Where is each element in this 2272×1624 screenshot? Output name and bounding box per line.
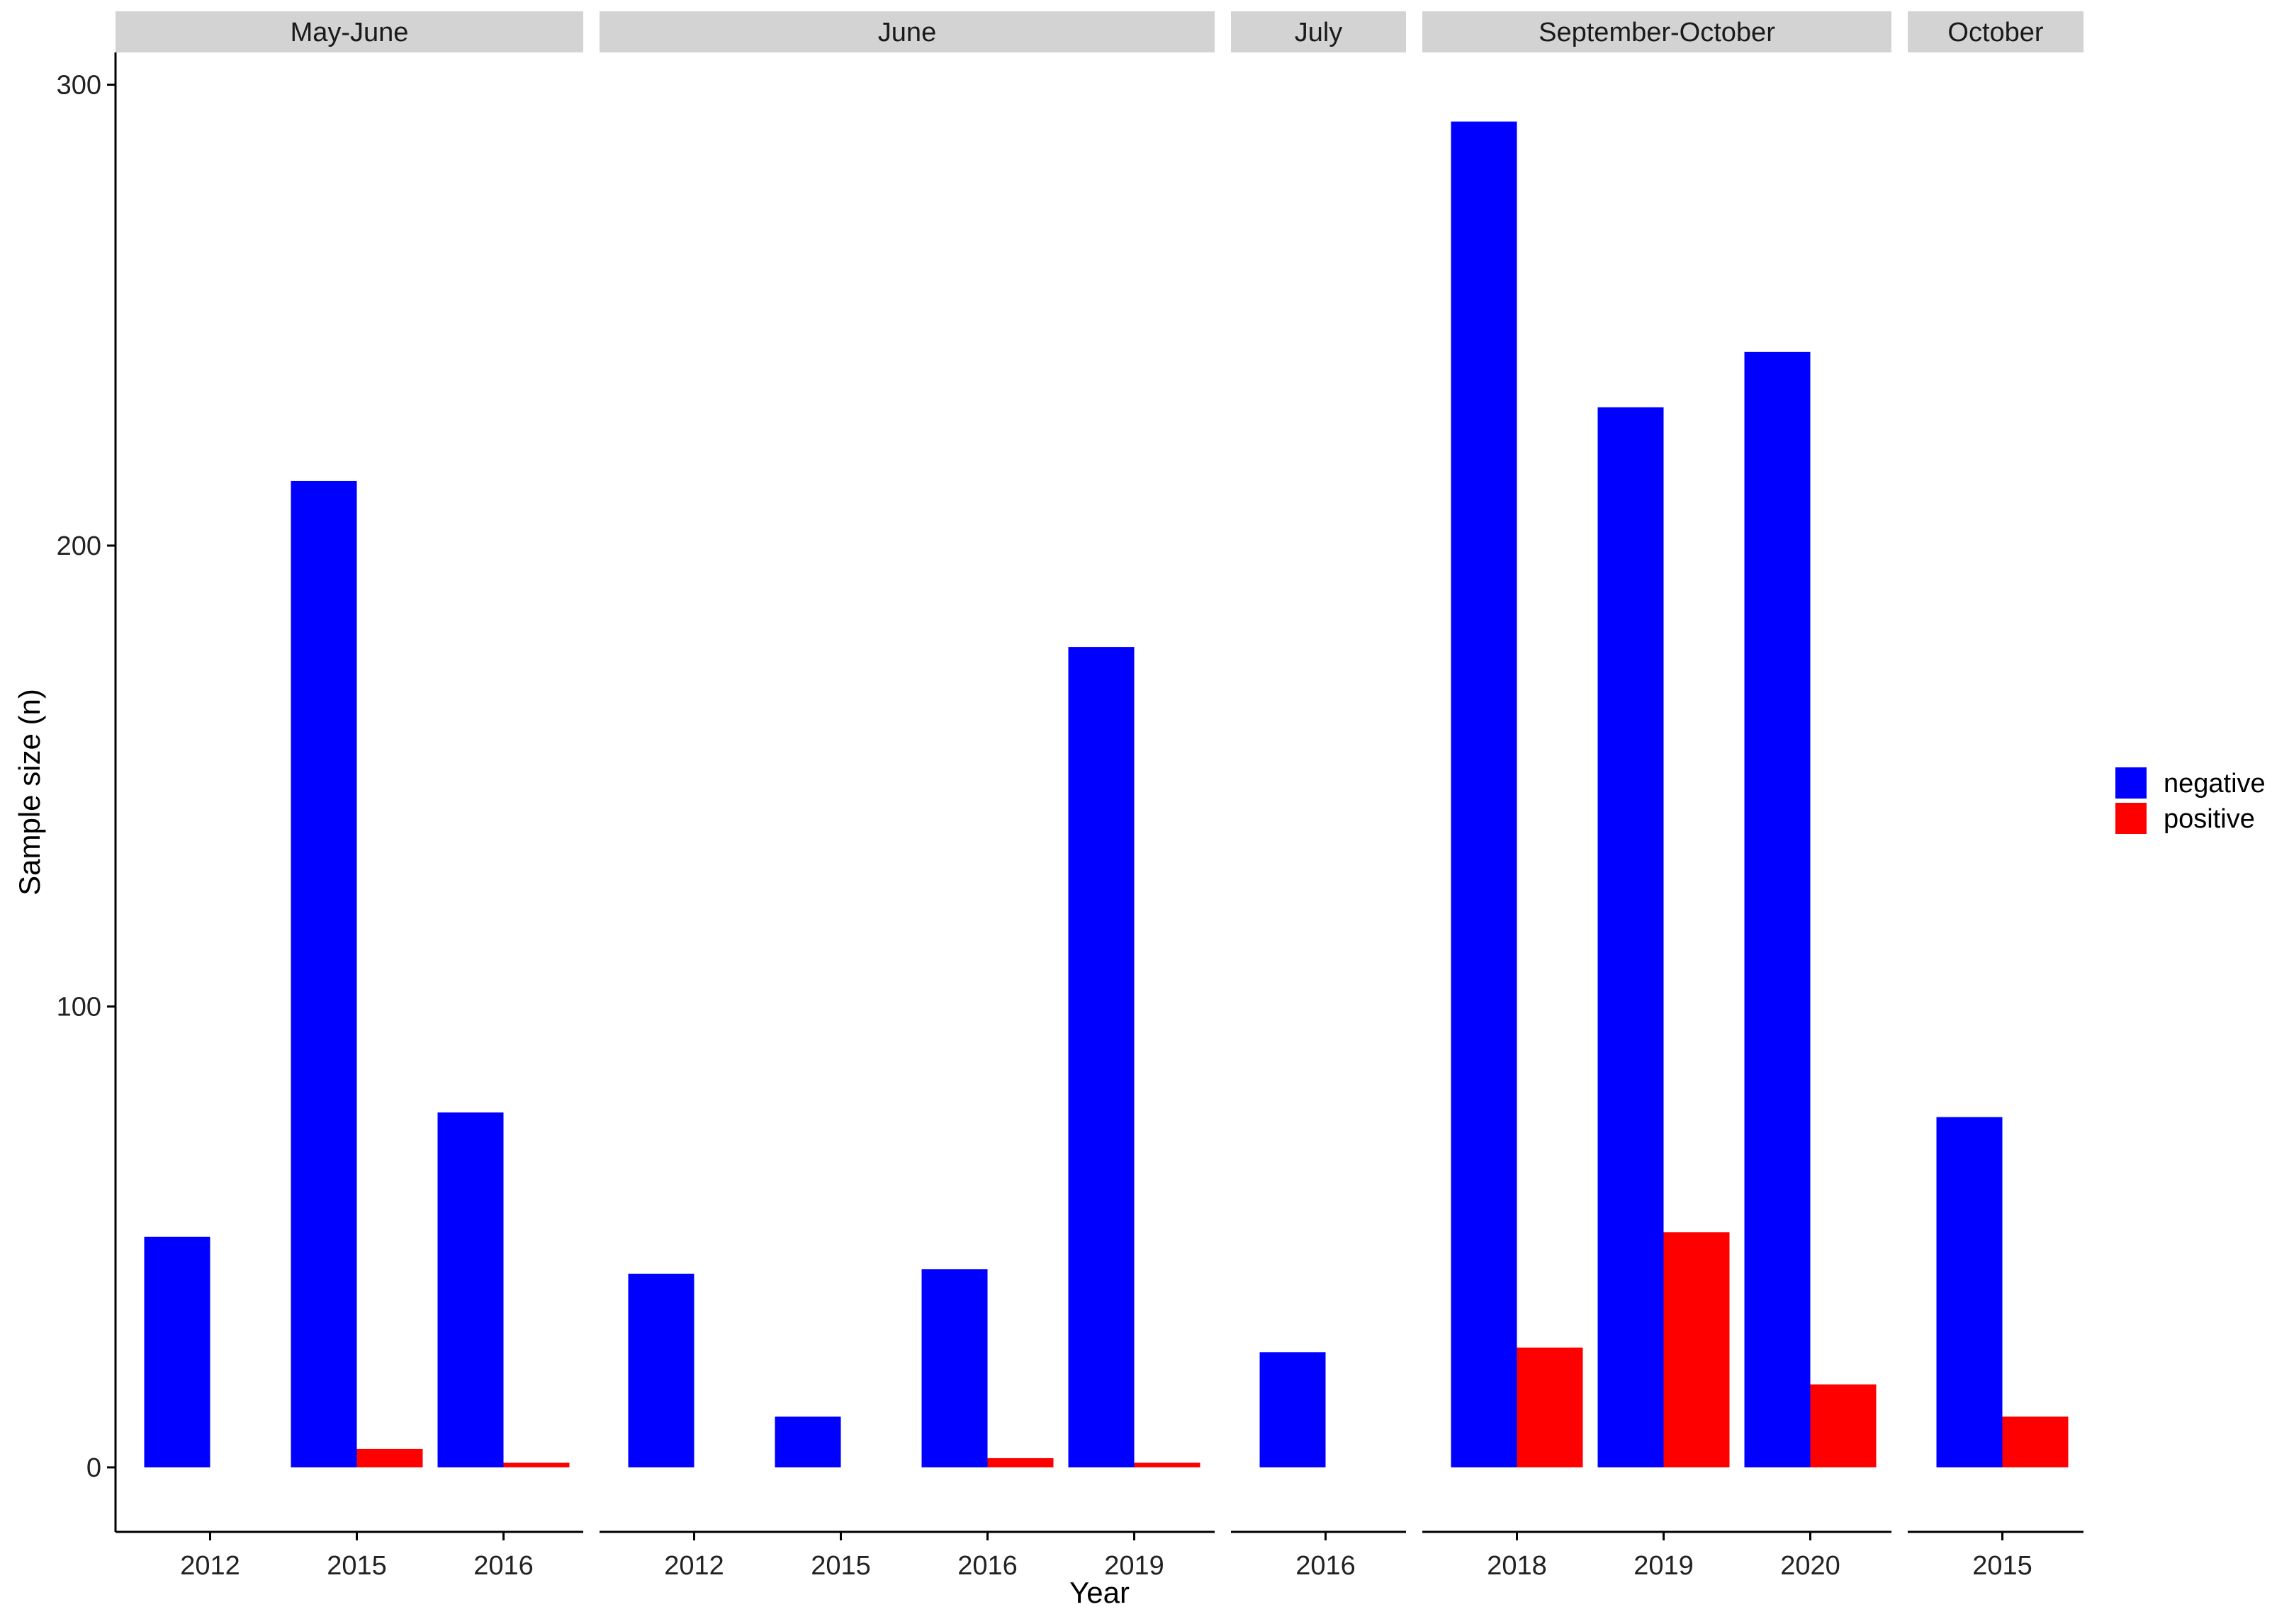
bar-negative: [1259, 1352, 1326, 1467]
bar-positive: [1134, 1462, 1200, 1467]
bar-positive: [503, 1462, 570, 1467]
bar-positive: [2002, 1416, 2069, 1467]
facet-label: June: [878, 18, 936, 47]
y-axis-label: Sample size (n): [13, 689, 46, 896]
bar-negative: [144, 1236, 210, 1467]
bar-negative: [1451, 121, 1517, 1467]
facet-strip-may-june: [116, 11, 583, 52]
x-tick-label: 2016: [957, 1551, 1018, 1581]
bar-negative: [1744, 351, 1811, 1467]
x-tick-label: 2016: [1295, 1551, 1356, 1581]
y-tick-label: 100: [57, 992, 101, 1022]
x-tick-label: 2019: [1633, 1551, 1694, 1581]
x-tick-label: 2015: [327, 1551, 387, 1581]
legend-key-negative: [2115, 767, 2147, 799]
bar-negative: [1597, 407, 1664, 1467]
facet-strip-september-october: [1422, 11, 1891, 52]
legend-key-positive: [2115, 803, 2147, 834]
bar-negative: [291, 480, 357, 1467]
legend-label-negative: negative: [2164, 769, 2266, 799]
facet-strip-october: [1908, 11, 2083, 52]
facet-label: October: [1947, 18, 2044, 47]
x-tick-label: 2012: [664, 1551, 724, 1581]
x-tick-label: 2019: [1104, 1551, 1164, 1581]
x-axis-label: Year: [1069, 1576, 1130, 1609]
x-tick-label: 2018: [1487, 1551, 1547, 1581]
bar-negative: [628, 1273, 694, 1467]
facet-label: July: [1295, 18, 1343, 47]
legend-label-positive: positive: [2164, 804, 2255, 834]
bar-negative: [775, 1416, 841, 1467]
bar-positive: [1517, 1347, 1583, 1467]
y-tick-label: 300: [57, 71, 101, 101]
x-tick-label: 2016: [473, 1551, 534, 1581]
x-tick-label: 2012: [180, 1551, 240, 1581]
bar-negative: [1936, 1117, 2003, 1467]
bar-positive: [987, 1457, 1054, 1467]
y-tick-label: 200: [57, 531, 101, 561]
bar-positive: [1663, 1232, 1730, 1467]
facet-strip-june: [600, 11, 1215, 52]
facet-label: May-June: [291, 18, 409, 47]
facet-strip-july: [1231, 11, 1406, 52]
y-tick-label: 0: [86, 1453, 101, 1483]
bar-positive: [356, 1448, 423, 1467]
bar-positive: [1810, 1384, 1877, 1467]
bar-negative: [437, 1112, 504, 1467]
x-tick-label: 2015: [811, 1551, 871, 1581]
x-tick-label: 2015: [1972, 1551, 2032, 1581]
x-tick-label: 2020: [1780, 1551, 1840, 1581]
bar-negative: [921, 1269, 988, 1467]
bar-negative: [1068, 647, 1135, 1467]
facet-label: September-October: [1539, 18, 1775, 47]
